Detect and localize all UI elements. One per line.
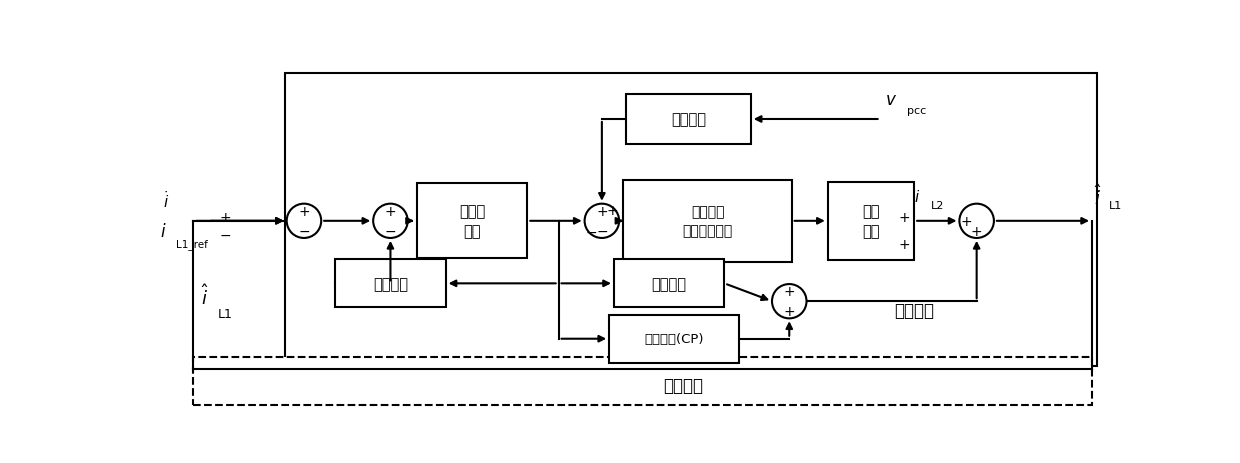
Text: $v$: $v$ [885, 91, 898, 109]
Text: +: + [298, 205, 310, 219]
Bar [624, 180, 791, 263]
Text: 时间延迟
（一拍延迟）: 时间延迟 （一拍延迟） [682, 205, 733, 238]
Text: +: + [971, 224, 982, 238]
Text: L1: L1 [1110, 200, 1122, 210]
Text: +: + [784, 285, 795, 299]
Text: 前馈系数: 前馈系数 [671, 112, 706, 127]
Text: L1_ref: L1_ref [176, 239, 208, 250]
Text: $i$: $i$ [160, 223, 166, 241]
Text: −: − [596, 224, 608, 238]
Bar [417, 184, 527, 259]
Text: $\hat{i}$: $\hat{i}$ [201, 284, 210, 308]
Bar [193, 357, 1092, 405]
Text: $\dot{i}$: $\dot{i}$ [162, 190, 169, 211]
Bar [335, 260, 445, 308]
Text: +: + [219, 211, 231, 225]
Bar [626, 95, 751, 144]
Text: +: + [899, 211, 910, 225]
Ellipse shape [584, 204, 619, 238]
Text: 反馈通道: 反馈通道 [663, 376, 703, 394]
Text: +: + [784, 305, 795, 319]
Text: $\hat{i}$: $\hat{i}$ [1094, 184, 1102, 209]
Text: 电流重构: 电流重构 [652, 276, 687, 291]
Text: +: + [961, 214, 972, 228]
Text: −: − [219, 229, 231, 243]
Text: pcc: pcc [908, 106, 926, 116]
Ellipse shape [373, 204, 408, 238]
Ellipse shape [773, 284, 806, 319]
Ellipse shape [286, 204, 321, 238]
Bar [828, 182, 914, 261]
Text: $i$: $i$ [914, 188, 920, 204]
Bar [285, 74, 1096, 366]
Text: −: − [298, 224, 310, 238]
Text: −: − [585, 225, 598, 239]
Text: −: − [384, 224, 397, 238]
Text: +: + [606, 203, 618, 217]
Bar [609, 315, 739, 363]
Text: 控制
对象: 控制 对象 [862, 204, 879, 239]
Text: 预测单元(CP): 预测单元(CP) [645, 332, 703, 345]
Text: L1: L1 [217, 307, 232, 320]
Text: +: + [596, 205, 608, 219]
Bar [614, 260, 724, 308]
Text: L2: L2 [930, 200, 944, 210]
Text: +: + [384, 205, 397, 219]
Ellipse shape [960, 204, 994, 238]
Text: 前向通道: 前向通道 [894, 301, 934, 319]
Text: +: + [899, 238, 910, 251]
Text: 比例控
制器: 比例控 制器 [459, 204, 485, 239]
Text: 高频阻尼: 高频阻尼 [373, 276, 408, 291]
